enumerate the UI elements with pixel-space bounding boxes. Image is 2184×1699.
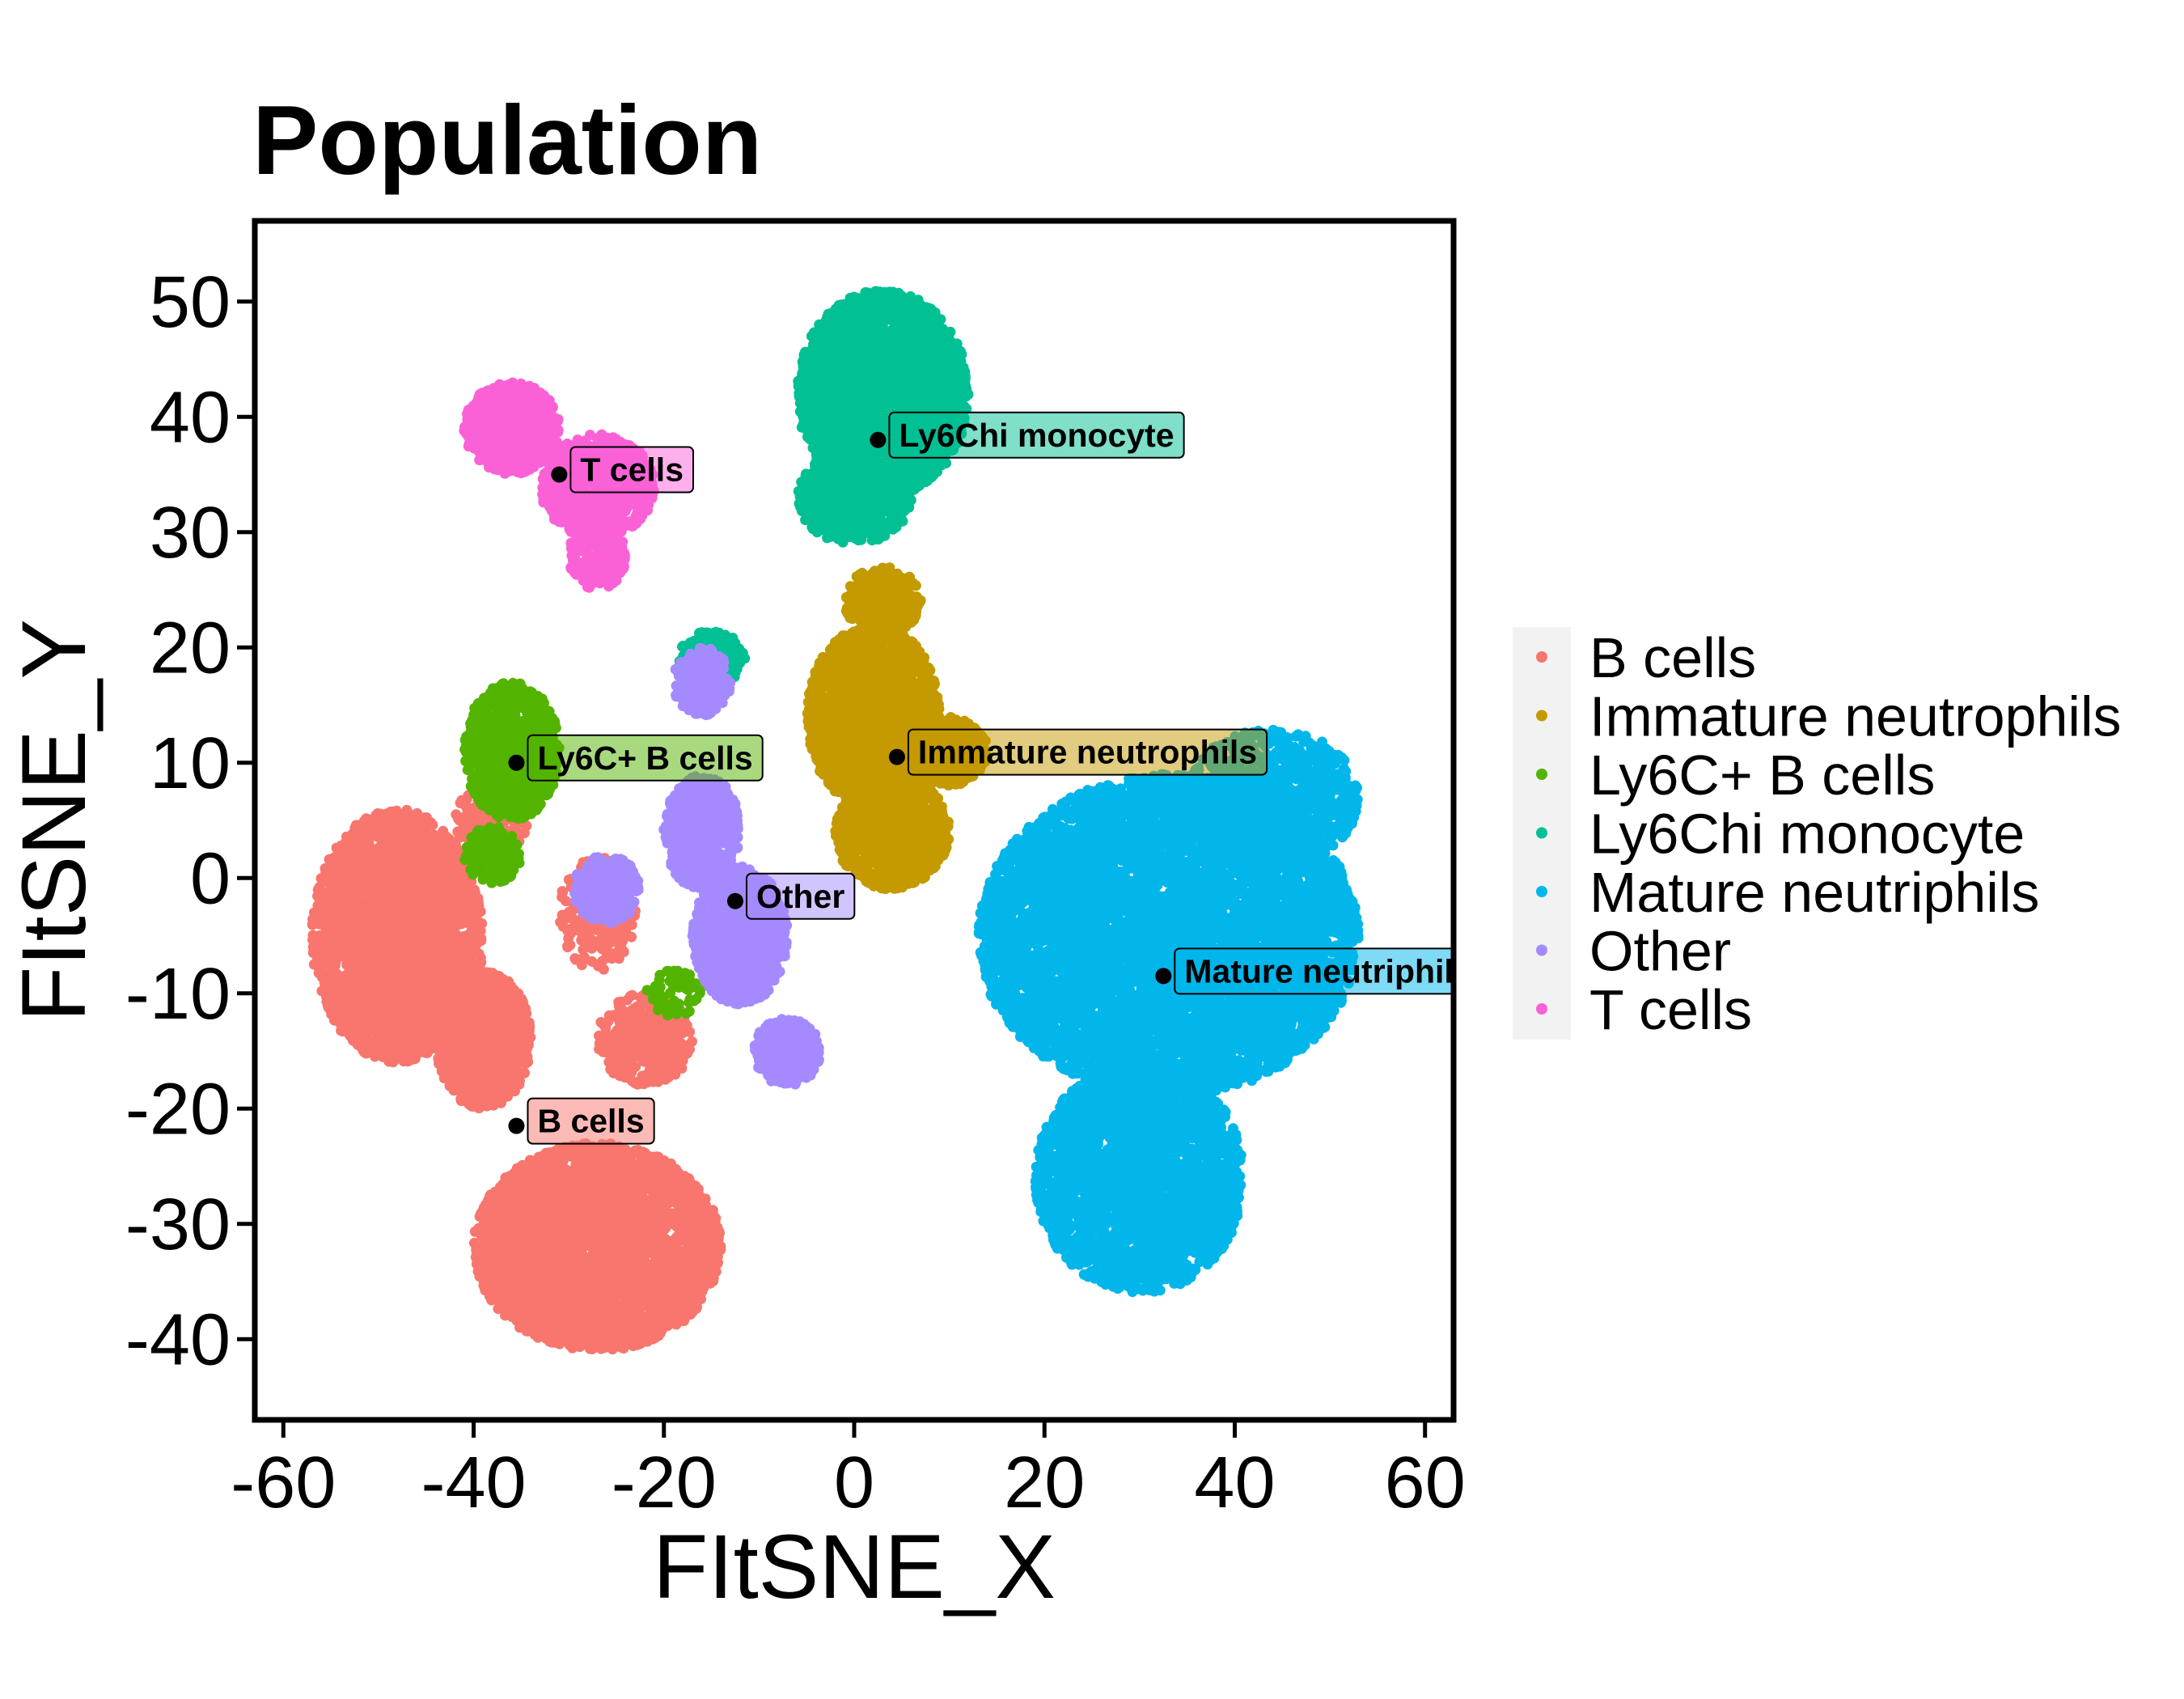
y-tick-label: -30: [125, 1184, 231, 1265]
legend-swatch: [1536, 1003, 1547, 1015]
cluster-label: Other: [726, 872, 856, 920]
cluster-label-text: Ly6C+ B cells: [537, 739, 752, 777]
cluster-centroid-dot: [551, 466, 568, 483]
x-tick-label: 60: [1385, 1443, 1466, 1523]
legend-label: Ly6Chi monocyte: [1589, 803, 2025, 866]
legend-swatch: [1536, 886, 1547, 897]
legend-label: Immature neutrophils: [1589, 685, 2122, 748]
cluster-label: T cells: [551, 446, 695, 494]
x-axis-title: FItSNE_X: [653, 1516, 1056, 1617]
series-point-cloud: [674, 286, 974, 692]
cluster-label-box: [569, 446, 695, 494]
cluster-label: B cells: [508, 1097, 655, 1145]
legend-item: Ly6Chi monocyte: [1536, 803, 2025, 866]
series-points-4: [973, 724, 1364, 1298]
legend-item: Other: [1536, 920, 1731, 983]
y-axis-title: FItSNE_Y: [3, 619, 104, 1022]
cluster-label-box: [888, 411, 1185, 459]
y-axis: -40 -30 -20 -10 0 10 20 30 40 50: [125, 262, 252, 1380]
cluster-label-text: B cells: [537, 1103, 644, 1140]
legend-item: Immature neutrophils: [1536, 685, 2122, 748]
y-tick-label: -10: [125, 954, 231, 1035]
y-tick-label: 0: [190, 838, 231, 919]
x-tick-label: -40: [421, 1443, 526, 1523]
cluster-label-box: [527, 734, 764, 782]
cluster-label-box: [527, 1097, 655, 1145]
cluster-label: Mature neutriphils: [1155, 947, 1471, 995]
series-point-cloud: [569, 642, 824, 1090]
cluster-label-text: T cells: [580, 451, 684, 489]
cluster-centroid-dot: [726, 892, 743, 909]
x-tick-label: 20: [1004, 1443, 1085, 1523]
cluster-labels: B cells Immature neutrophils Ly6C+ B cells…: [508, 411, 1471, 1145]
legend-item: T cells: [1536, 978, 1752, 1041]
cluster-centroid-dot: [508, 1117, 525, 1134]
y-tick-label: 50: [150, 262, 231, 343]
legend-label: Other: [1589, 920, 1731, 983]
cluster-label: Immature neutrophils: [888, 728, 1268, 776]
cluster-label: Ly6C+ B cells: [508, 734, 764, 782]
plot-panel-border: [252, 218, 1457, 1423]
y-tick-label: 40: [150, 377, 231, 458]
y-tick-label: -20: [125, 1069, 231, 1150]
cluster-label-text: Mature neutriphils: [1184, 952, 1471, 989]
legend-item: Ly6C+ B cells: [1536, 744, 1935, 807]
series-point-cloud: [973, 724, 1364, 1298]
legend-swatch: [1536, 710, 1547, 722]
cluster-centroid-dot: [888, 748, 905, 765]
cluster-centroid-dot: [508, 754, 525, 771]
legend-label: Mature neutriphils: [1589, 861, 2039, 924]
legend-label: B cells: [1589, 626, 1756, 689]
x-tick-label: -60: [231, 1443, 336, 1523]
series-points-0: [307, 782, 726, 1355]
y-tick-label: 30: [150, 493, 231, 574]
series-points-3: [674, 286, 974, 692]
cluster-label-text: Other: [756, 878, 844, 915]
chart-title: Population: [252, 85, 762, 195]
legend-swatch: [1536, 651, 1547, 663]
y-tick-label: 10: [150, 723, 231, 804]
legend-item: B cells: [1536, 626, 1756, 689]
cluster-label-box: [745, 872, 856, 920]
series-points-6: [459, 377, 659, 593]
legend-item: Mature neutriphils: [1536, 861, 2039, 924]
series-point-cloud: [802, 562, 992, 895]
cluster-label: Ly6Chi monocyte: [870, 411, 1185, 459]
legend-swatch: [1536, 944, 1547, 956]
cluster-label-box: [1174, 947, 1454, 995]
y-tick-label: -40: [125, 1299, 231, 1380]
cluster-centroid-dot: [870, 431, 887, 448]
cluster-label-text: Ly6Chi monocyte: [899, 417, 1174, 454]
series-points-1: [802, 562, 992, 895]
cluster-label-text: Immature neutrophils: [918, 734, 1257, 771]
series-point-cloud: [307, 782, 726, 1355]
series-point-cloud: [459, 377, 659, 593]
x-tick-label: 0: [834, 1443, 874, 1523]
legend-swatch: [1536, 769, 1547, 780]
x-tick-label: -20: [612, 1443, 717, 1523]
legend-label: T cells: [1589, 978, 1752, 1041]
x-axis: -60 -40 -20 0 20 40 60: [231, 1422, 1466, 1523]
legend-swatch: [1536, 827, 1547, 839]
cluster-centroid-dot: [1155, 968, 1172, 985]
y-tick-label: 20: [150, 608, 231, 688]
scatter-points: [307, 286, 1364, 1355]
cluster-label-box: [907, 728, 1268, 776]
legend-label: Ly6C+ B cells: [1589, 744, 1935, 807]
x-tick-label: 40: [1194, 1443, 1275, 1523]
series-points-5: [569, 642, 824, 1090]
